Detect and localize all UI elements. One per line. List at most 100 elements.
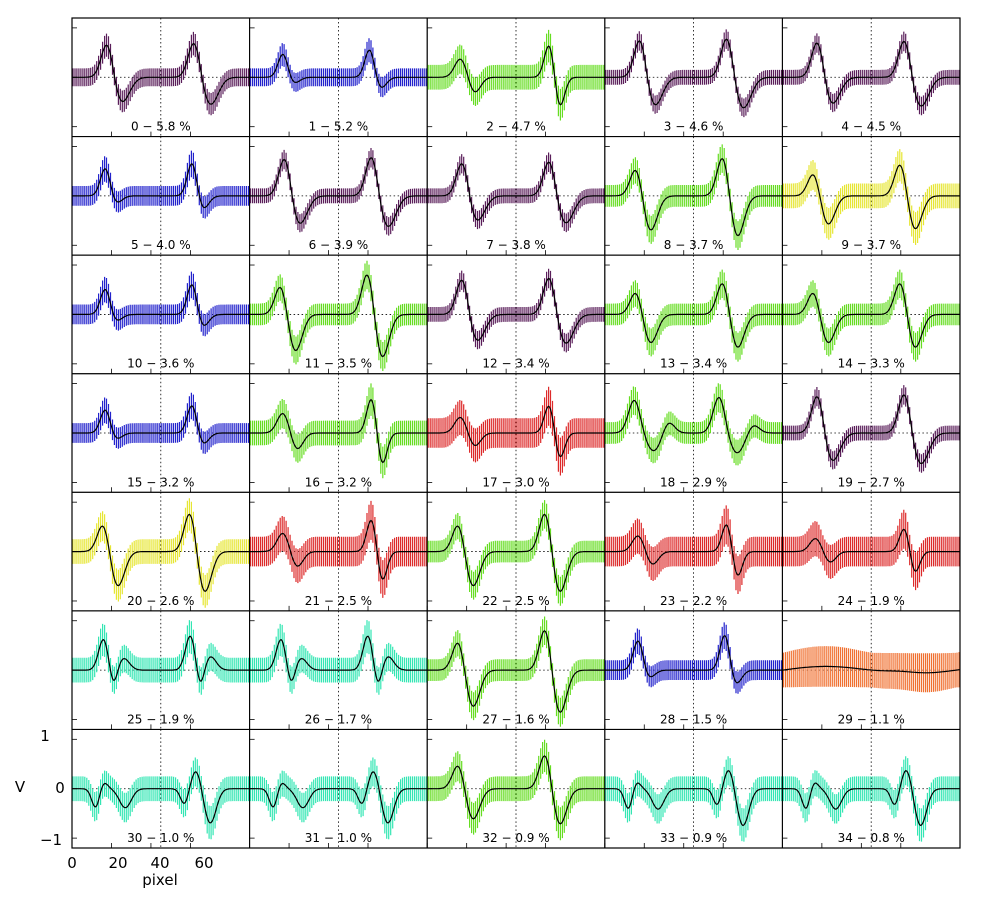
panel-1-label: 1 − 5.2 % [309,120,369,134]
panel-33-mean-line [604,770,783,827]
panel-31-label: 31 − 1.0 % [305,831,372,845]
panel-20-mean-line [72,513,250,592]
panel-24-mean-line [782,528,960,572]
panel-4-mean-line [782,40,960,107]
panel-25-label: 25 − 1.9 % [127,712,194,726]
panel-24-error-bar-set [782,509,960,591]
panel-4: 4 − 4.5 % [781,17,961,138]
panel-32-label: 32 − 0.9 % [482,831,549,845]
panel-30-label: 30 − 1.0 % [127,831,194,845]
panel-11-mean-line [249,274,428,358]
panel-12-mean-line [427,277,605,344]
panel-8: 8 − 3.7 % [604,136,783,256]
panel-2-label: 2 − 4.7 % [486,120,546,134]
panel-29-label: 29 − 1.1 % [838,712,905,726]
panel-19-mean-line [782,394,960,465]
x-tick-label-60: 60 [194,854,213,872]
panel-11: 11 − 3.5 % [249,254,428,375]
panel-15-mean-line [72,405,250,444]
panel-22: 22 − 2.5 % [426,491,606,612]
panel-13-label: 13 − 3.4 % [660,357,727,371]
y-tick-label-0: 0 [55,779,65,797]
y-axis-label: V [15,778,26,796]
panel-16-label: 16 − 3.2 % [305,475,372,489]
panel-15-label: 15 − 3.2 % [127,475,194,489]
panel-5: 5 − 4.0 % [71,136,251,256]
panel-23-mean-line [604,524,783,576]
panel-8-mean-line [604,157,783,237]
axes-annotations: V pixel 1 0 −1 0 20 40 60 [15,727,214,889]
panel-15: 15 − 3.2 % [71,373,251,493]
panel-0: 0 − 5.8 % [71,17,251,138]
panel-21: 21 − 2.5 % [249,491,428,612]
panel-25: 25 − 1.9 % [71,610,251,730]
panel-22-mean-line [427,513,605,592]
panel-32: 32 − 0.9 % [426,728,606,849]
x-tick-label-20: 20 [108,854,127,872]
panel-28: 28 − 1.5 % [604,610,783,730]
panel-3-label: 3 − 4.6 % [664,120,724,134]
panel-6-label: 6 − 3.9 % [309,238,369,252]
panel-1: 1 − 5.2 % [249,17,428,138]
panel-16: 16 − 3.2 % [249,373,428,493]
panel-18-error-bars [605,383,782,466]
panel-22-label: 22 − 2.5 % [482,594,549,608]
panel-10-mean-line [72,284,250,326]
x-tick-label-0: 0 [67,854,77,872]
panel-14-mean-line [782,283,960,348]
panel-29-error-bars [782,646,960,693]
panel-7-label: 7 − 3.8 % [486,238,546,252]
panel-24-label: 24 − 1.9 % [838,594,905,608]
panel-29-mean-line [782,665,961,674]
panel-26: 26 − 1.7 % [249,610,428,730]
panel-5-mean-line [72,163,250,209]
panel-20: 20 − 2.6 % [71,491,251,612]
panel-0-label: 0 − 5.8 % [131,120,191,134]
panel-7-error-bar-set [427,152,605,233]
panel-29: 29 − 1.1 % [781,610,961,730]
panel-27: 27 − 1.6 % [426,610,606,730]
panel-24-error-bars [782,509,960,591]
panel-27-label: 27 − 1.6 % [482,712,549,726]
panel-28-label: 28 − 1.5 % [660,712,727,726]
panel-17-label: 17 − 3.0 % [482,475,549,489]
panel-26-mean-line [249,635,428,682]
panel-8-label: 8 − 3.7 % [664,238,724,252]
panel-30-mean-line [72,771,250,824]
panel-31-mean-line [249,771,428,824]
panel-26-label: 26 − 1.7 % [305,712,372,726]
y-tick-label-minus-1: −1 [40,831,62,849]
panel-14-label: 14 − 3.3 % [838,357,905,371]
panel-33-label: 33 − 0.9 % [660,831,727,845]
panel-9-mean-line [782,164,960,230]
panel-33: 33 − 0.9 % [604,728,783,849]
panel-19: 19 − 2.7 % [781,373,961,493]
panel-34: 34 − 0.8 % [781,728,961,849]
panel-12-label: 12 − 3.4 % [482,357,549,371]
panel-9-label: 9 − 3.7 % [841,238,901,252]
x-tick-label-40: 40 [150,854,169,872]
panel-7: 7 − 3.8 % [426,136,606,256]
panel-14: 14 − 3.3 % [781,254,961,375]
panel-10-label: 10 − 3.6 % [127,357,194,371]
panel-23: 23 − 2.2 % [604,491,783,612]
panel-31: 31 − 1.0 % [249,728,428,849]
panel-9: 9 − 3.7 % [781,136,961,256]
panel-7-mean-line [427,161,605,224]
panel-21-mean-line [249,519,428,580]
panel-34-mean-line [782,770,960,827]
panel-3: 3 − 4.6 % [604,17,783,138]
panel-17: 17 − 3.0 % [426,373,606,493]
panel-5-label: 5 − 4.0 % [131,238,191,252]
panel-28-mean-line [604,635,783,684]
panel-11-label: 11 − 3.5 % [305,357,372,371]
panel-30: 30 − 1.0 % [71,728,251,849]
panel-19-label: 19 − 2.7 % [838,475,905,489]
panel-18-error-bar-set [605,383,782,466]
panel-18: 18 − 2.9 % [604,373,783,493]
figure-outer-border [71,17,961,849]
panel-16-mean-line [249,398,428,464]
panel-3-mean-line [604,38,783,109]
panel-18-mean-line [604,396,783,454]
